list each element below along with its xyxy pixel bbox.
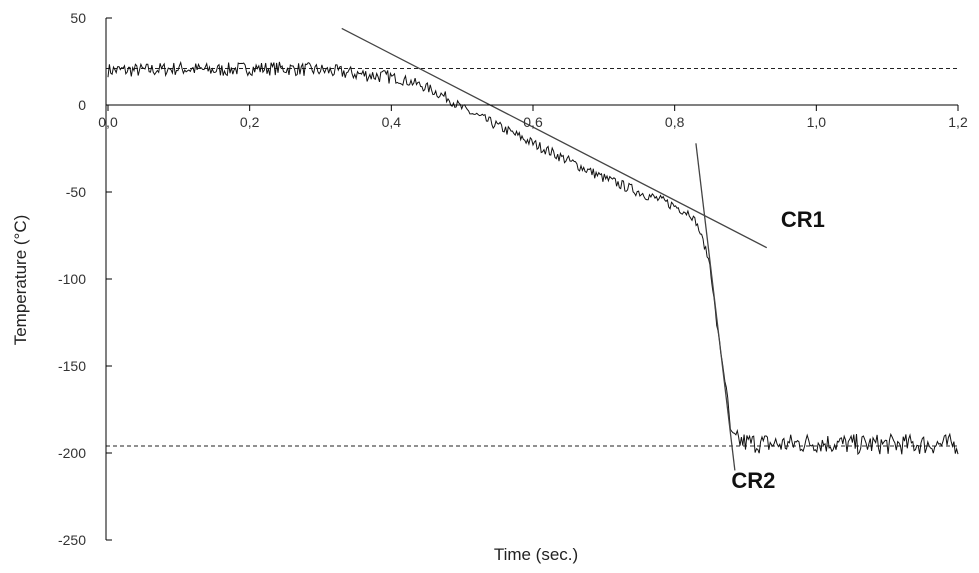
series-layer [107, 27, 959, 471]
annotation-cr2: CR2 [731, 468, 775, 493]
series-tangent-cr1 [341, 27, 768, 249]
annotations: CR1 CR2 [731, 207, 825, 493]
series-tangent-cr2 [695, 143, 736, 471]
x-tick-label: 0,0 [98, 114, 118, 130]
annotation-cr1: CR1 [781, 207, 825, 232]
x-tick-label: 0,2 [240, 114, 260, 130]
series-measured-temperature [107, 60, 959, 456]
x-tick-label: 0,4 [382, 114, 402, 130]
y-ticks: 50 0 -50 -100 -150 -200 -250 [58, 10, 112, 548]
x-ticks: 0,0 0,2 0,4 0,6 0,8 1,0 1,2 [98, 105, 968, 130]
y-tick-label: -150 [58, 358, 86, 374]
y-tick-label: -100 [58, 271, 86, 287]
y-tick-label: 50 [70, 10, 86, 26]
x-tick-label: 0,8 [665, 114, 685, 130]
y-tick-label: 0 [78, 97, 86, 113]
x-axis-title: Time (sec.) [494, 545, 578, 564]
y-tick-label: -50 [66, 184, 86, 200]
y-tick-label: -200 [58, 445, 86, 461]
x-tick-label: 1,2 [948, 114, 968, 130]
x-tick-label: 0,6 [523, 114, 543, 130]
reference-lines [106, 67, 958, 447]
y-tick-label: -250 [58, 532, 86, 548]
x-tick-label: 1,0 [807, 114, 827, 130]
axes [105, 18, 958, 540]
y-axis-title: Temperature (°C) [11, 215, 30, 346]
